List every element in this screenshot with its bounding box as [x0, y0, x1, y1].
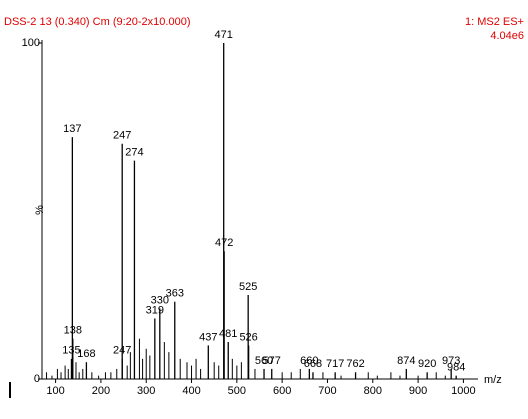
peak-label: 525 [239, 281, 257, 293]
x-tick-label: 1000 [451, 385, 475, 397]
peak-label: 577 [263, 355, 281, 367]
x-tick-label: 700 [318, 385, 336, 397]
chart-title: DSS-2 13 (0.340) Cm (9:20-2x10.000) [4, 16, 190, 28]
x-tick-label: 300 [137, 385, 155, 397]
peak-label: 560 [255, 355, 273, 367]
peak-label: 874 [397, 355, 415, 367]
x-tick-label: 500 [228, 385, 246, 397]
x-tick-label: 800 [364, 385, 382, 397]
x-axis-label: m/z [484, 374, 502, 386]
peak-label: 274 [125, 147, 143, 159]
peak-label: 472 [215, 237, 233, 249]
peak-label: 437 [199, 331, 217, 343]
peak-label: 481 [219, 328, 237, 340]
peak-label: 135 [62, 345, 80, 357]
chart-subtitle: 1: MS2 ES+ [465, 16, 524, 28]
peak-label: 138 [64, 325, 82, 337]
peak-label: 973 [442, 355, 460, 367]
y-tick-label: 0 [34, 373, 40, 385]
peak-label: 920 [418, 358, 436, 370]
x-tick-label: 400 [182, 385, 200, 397]
peak-label: 660 [300, 355, 318, 367]
x-tick-label: 600 [273, 385, 291, 397]
peak-label: 762 [346, 358, 364, 370]
x-tick-label: 100 [46, 385, 64, 397]
x-tick-label: 900 [409, 385, 427, 397]
peak-label: 137 [63, 123, 81, 135]
peak-label: 363 [166, 288, 184, 300]
peak-label: 984 [447, 362, 465, 374]
peak-label: 168 [77, 348, 95, 360]
x-tick-label: 200 [92, 385, 110, 397]
peak-label: 247 [113, 130, 131, 142]
y-tick-label: 100 [22, 37, 40, 49]
peak-label: 526 [239, 331, 257, 343]
scale-note: 4.04e6 [490, 30, 524, 42]
peak-label: 668 [304, 358, 322, 370]
peak-label: 330 [151, 294, 169, 306]
y-axis-label: % [34, 205, 46, 215]
peak-label: 471 [215, 29, 233, 41]
peak-label: 717 [326, 358, 344, 370]
